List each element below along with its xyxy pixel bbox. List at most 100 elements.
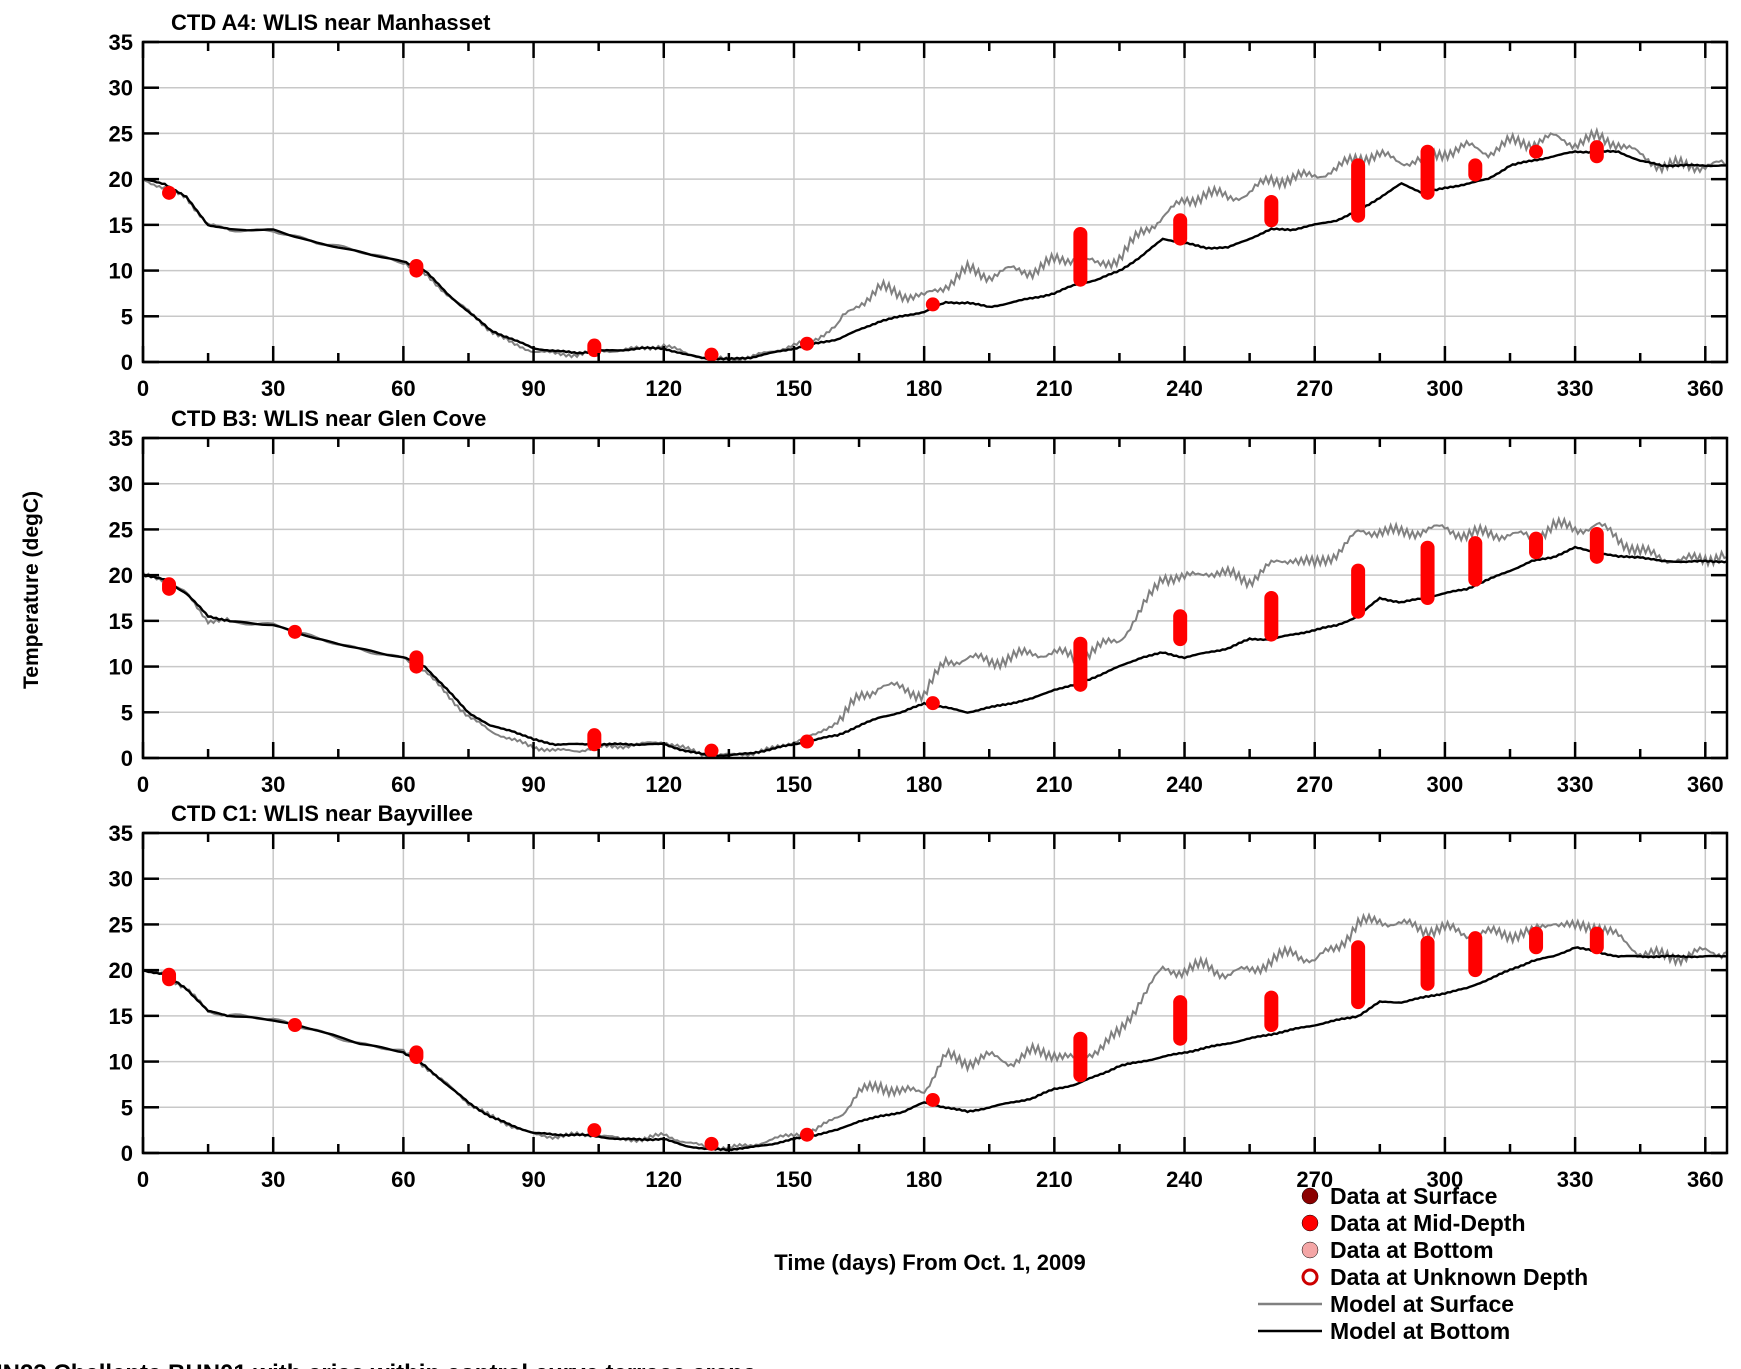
y-tick-label: 15 <box>109 1004 133 1029</box>
plot-frame <box>141 436 1729 760</box>
data-point-mid-depth <box>1589 527 1604 564</box>
legend-label: Data at Bottom <box>1330 1237 1494 1263</box>
x-tick-label: 330 <box>1557 1167 1594 1192</box>
data-point-mid-depth <box>587 338 602 358</box>
data-point-mid-depth <box>1529 926 1544 955</box>
chart-title: CTD B3: WLIS near Glen Cove <box>171 406 486 431</box>
x-tick-label: 210 <box>1036 1167 1073 1192</box>
y-tick-label: 15 <box>109 213 133 238</box>
y-tick-label: 5 <box>121 304 133 329</box>
y-tick-label: 10 <box>109 1050 133 1075</box>
plot-frame <box>141 40 1729 364</box>
data-point-mid-depth <box>1264 591 1279 642</box>
x-tick-label: 90 <box>521 1167 545 1192</box>
x-tick-label: 60 <box>391 772 415 797</box>
data-point-mid-depth <box>1173 213 1188 246</box>
x-tick-label: 240 <box>1166 772 1203 797</box>
y-tick-label: 25 <box>109 517 133 542</box>
footer-caption: IN23 Challenta BHN01 with arias within c… <box>0 1360 757 1369</box>
legend-label: Data at Unknown Depth <box>1330 1264 1588 1290</box>
x-tick-label: 330 <box>1557 376 1594 401</box>
plot-frame <box>141 831 1729 1155</box>
x-tick-label: 300 <box>1427 1167 1464 1192</box>
x-tick-label: 60 <box>391 1167 415 1192</box>
series-model-at-bottom <box>142 946 1728 1152</box>
y-tick-label: 30 <box>109 76 133 101</box>
x-tick-label: 0 <box>137 376 149 401</box>
data-point-mid-depth <box>1420 935 1435 991</box>
legend-marker-dot <box>1301 1187 1319 1205</box>
y-tick-label: 15 <box>109 609 133 634</box>
x-tick-label: 360 <box>1687 1167 1724 1192</box>
x-tick-label: 240 <box>1166 376 1203 401</box>
x-tick-label: 270 <box>1296 772 1333 797</box>
data-point-mid-depth <box>1468 536 1483 587</box>
chart-title: CTD A4: WLIS near Manhasset <box>171 10 491 35</box>
x-tick-label: 30 <box>261 376 285 401</box>
data-point-mid-depth <box>287 1018 302 1032</box>
data-point-mid-depth <box>925 696 940 711</box>
legend-item: Data at Mid-Depth <box>1301 1210 1526 1236</box>
y-tick-label: 35 <box>109 30 133 55</box>
x-tick-label: 90 <box>521 376 545 401</box>
data-point-mid-depth <box>1468 158 1483 182</box>
legend-marker-dot <box>1301 1214 1319 1232</box>
legend-item: Data at Surface <box>1301 1183 1497 1209</box>
data-point-mid-depth <box>1529 531 1544 560</box>
y-tick-label: 0 <box>121 746 133 771</box>
x-tick-label: 300 <box>1427 376 1464 401</box>
legend-marker-ring <box>1301 1268 1319 1286</box>
data-point-mid-depth <box>799 1127 814 1142</box>
y-tick-label: 20 <box>109 958 133 983</box>
x-tick-label: 360 <box>1687 772 1724 797</box>
data-point-mid-depth <box>704 743 719 758</box>
data-point-mid-depth <box>1264 990 1279 1032</box>
x-tick-label: 0 <box>137 1167 149 1192</box>
x-axis-label: Time (days) From Oct. 1, 2009 <box>774 1250 1085 1275</box>
x-tick-label: 180 <box>906 376 943 401</box>
x-tick-label: 210 <box>1036 376 1073 401</box>
data-point-mid-depth <box>287 624 302 639</box>
x-tick-label: 150 <box>776 376 813 401</box>
x-tick-label: 360 <box>1687 376 1724 401</box>
y-tick-label: 5 <box>121 1095 133 1120</box>
x-tick-label: 90 <box>521 772 545 797</box>
chart-title: CTD C1: WLIS near Bayvillee <box>171 801 473 826</box>
y-tick-label: 35 <box>109 821 133 846</box>
y-tick-label: 0 <box>121 1141 133 1166</box>
y-tick-label: 30 <box>109 867 133 892</box>
data-point-mid-depth <box>162 577 177 596</box>
x-tick-label: 60 <box>391 376 415 401</box>
data-point-mid-depth <box>162 185 177 200</box>
data-point-mid-depth <box>1073 636 1088 692</box>
data-point-mid-depth <box>1420 144 1435 200</box>
x-tick-label: 120 <box>645 376 682 401</box>
y-tick-label: 25 <box>109 912 133 937</box>
data-point-mid-depth <box>1589 140 1604 164</box>
x-tick-label: 30 <box>261 1167 285 1192</box>
data-point-mid-depth <box>162 967 177 987</box>
series-model-at-surface <box>142 126 1728 363</box>
chart-panel-1: CTD A4: WLIS near Manhasset 0 30 60 90 120 150… <box>109 10 1729 401</box>
series-model-at-surface <box>142 912 1728 1152</box>
data-point-mid-depth <box>587 728 602 752</box>
data-point-mid-depth <box>409 1045 424 1064</box>
data-point-mid-depth <box>1073 227 1088 287</box>
x-tick-label: 240 <box>1166 1167 1203 1192</box>
legend-item: Data at Bottom <box>1301 1237 1494 1263</box>
x-tick-label: 330 <box>1557 772 1594 797</box>
y-tick-label: 25 <box>109 121 133 146</box>
y-axis-label: Temperature (degC) <box>20 491 43 689</box>
legend-marker-dot <box>1301 1241 1319 1259</box>
data-point-mid-depth <box>799 734 814 749</box>
legend-item: Model at Surface <box>1258 1291 1514 1317</box>
x-tick-label: 180 <box>906 1167 943 1192</box>
x-tick-label: 270 <box>1296 376 1333 401</box>
data-point-mid-depth <box>704 1136 719 1151</box>
data-point-mid-depth <box>1073 1031 1088 1083</box>
x-tick-label: 210 <box>1036 772 1073 797</box>
data-point-mid-depth <box>409 259 424 278</box>
data-point-mid-depth <box>925 297 940 312</box>
